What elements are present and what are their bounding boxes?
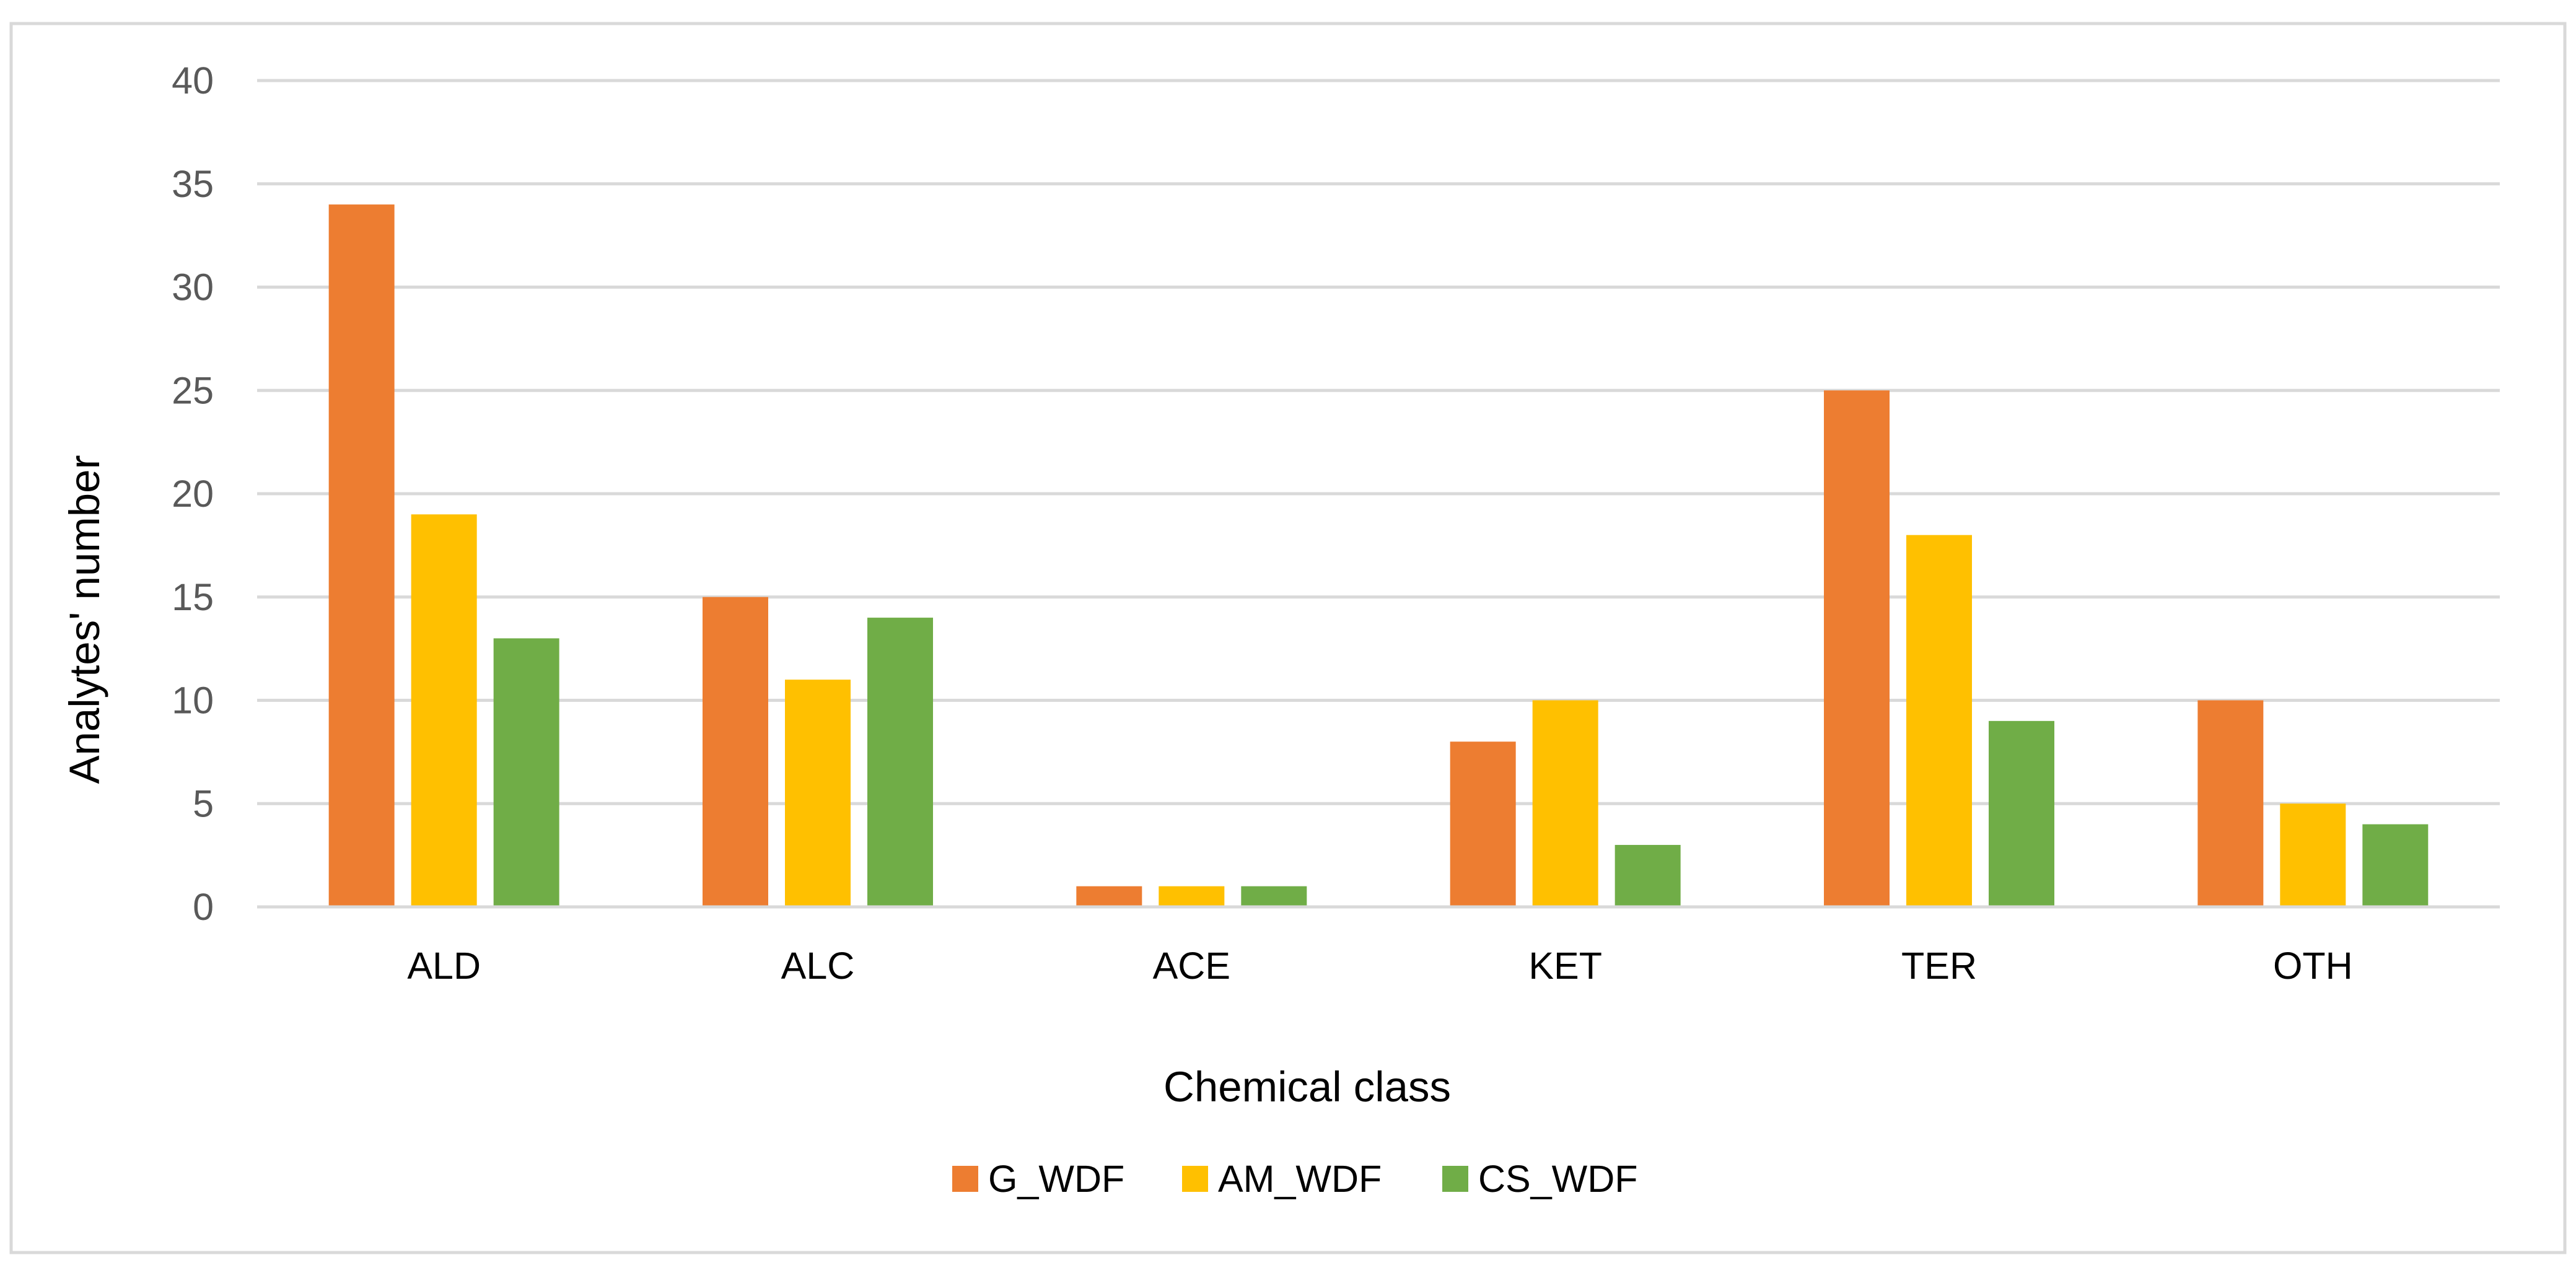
bar-cs-wdf-ace	[1241, 886, 1307, 907]
x-tick-label: ACE	[1153, 945, 1230, 987]
y-tick-label: 30	[172, 266, 214, 308]
y-axis-title: Analytes' number	[61, 455, 108, 784]
bar-cs-wdf-alc	[867, 618, 933, 907]
legend-label: G_WDF	[988, 1158, 1124, 1200]
bar-cs-wdf-ter	[1989, 720, 2054, 907]
bar-cs-wdf-ald	[493, 638, 559, 907]
bars	[257, 204, 2500, 909]
y-tick-label: 20	[172, 473, 214, 515]
bar-g-wdf-ket	[1450, 741, 1516, 907]
bar-g-wdf-ace	[1076, 886, 1142, 907]
y-axis-ticks: 0 5 10 15 20 25 30 35 40	[172, 59, 214, 928]
x-axis-title: Chemical class	[1163, 1063, 1451, 1111]
y-tick-label: 5	[193, 782, 214, 825]
legend: G_WDF AM_WDF CS_WDF	[952, 1158, 1638, 1200]
legend-label: AM_WDF	[1218, 1158, 1382, 1200]
bar-cs-wdf-ket	[1614, 844, 1681, 907]
legend-label: CS_WDF	[1478, 1158, 1638, 1200]
bar-g-wdf-ald	[328, 204, 395, 908]
y-tick-label: 0	[193, 886, 214, 928]
bar-am-wdf-alc	[785, 680, 851, 907]
bar-g-wdf-ter	[1824, 390, 1890, 907]
bar-am-wdf-ket	[1532, 700, 1598, 907]
y-tick-label: 35	[172, 163, 214, 205]
bar-g-wdf-oth	[2197, 700, 2264, 907]
x-tick-label: ALC	[781, 945, 855, 987]
bar-am-wdf-oth	[2280, 803, 2346, 907]
y-tick-label: 40	[172, 59, 214, 102]
bar-am-wdf-ald	[411, 514, 477, 907]
bar-cs-wdf-oth	[2362, 824, 2429, 907]
y-tick-label: 10	[172, 680, 214, 722]
bar-am-wdf-ter	[1906, 535, 1972, 907]
x-tick-label: OTH	[2273, 945, 2353, 987]
x-tick-label: TER	[1901, 945, 1977, 987]
y-tick-label: 15	[172, 576, 214, 618]
x-axis-ticks: ALD ALC ACE KET TER OTH	[407, 945, 2352, 987]
x-tick-label: ALD	[407, 945, 481, 987]
x-tick-label: KET	[1528, 945, 1602, 987]
y-tick-label: 25	[172, 369, 214, 411]
bar-g-wdf-alc	[703, 597, 768, 907]
bar-am-wdf-ace	[1159, 886, 1225, 907]
legend-swatch	[1442, 1166, 1468, 1192]
legend-swatch	[952, 1166, 978, 1192]
legend-swatch	[1182, 1166, 1208, 1192]
